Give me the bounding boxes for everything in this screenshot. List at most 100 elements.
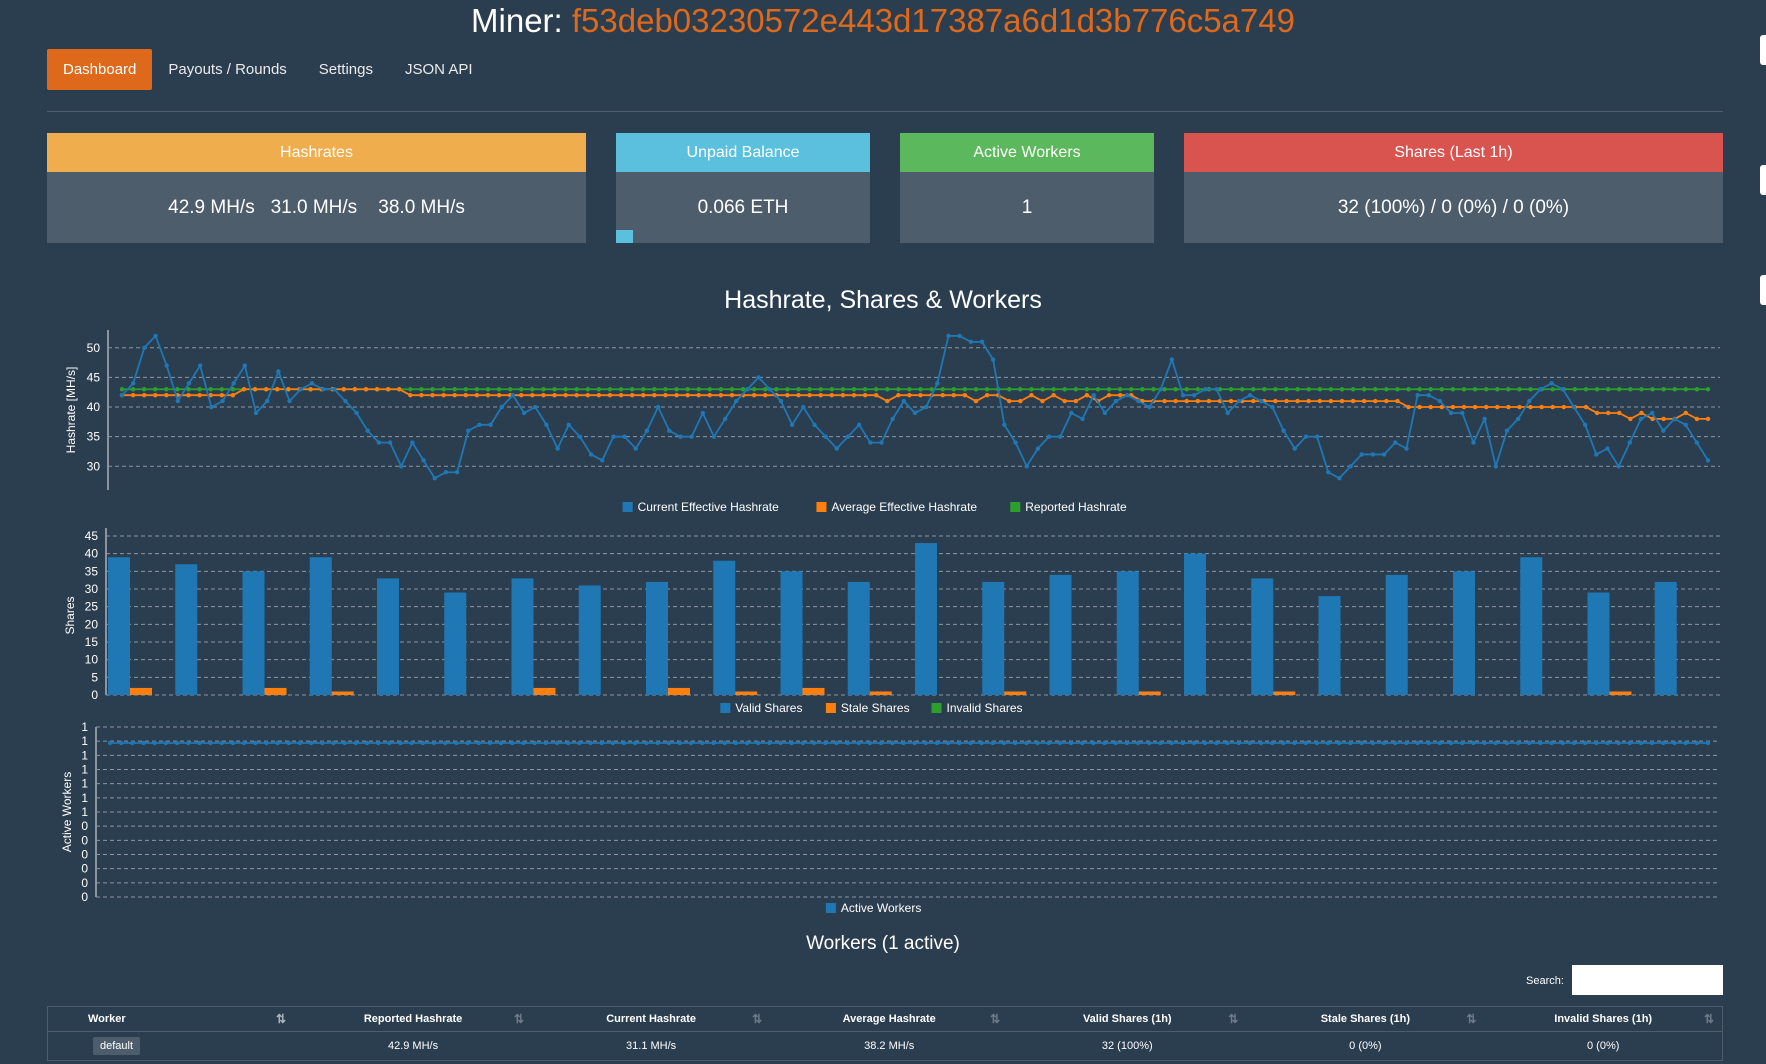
data-point: [141, 740, 146, 746]
data-point: [907, 387, 912, 392]
col-worker-label: Worker: [88, 1013, 126, 1025]
data-point: [1705, 416, 1711, 422]
data-point: [951, 392, 957, 398]
col-valid-shares[interactable]: Valid Shares (1h) ⇅: [1008, 1006, 1247, 1032]
active-workers-panel: Active Workers 1: [900, 133, 1154, 243]
data-point: [374, 387, 380, 392]
data-point: [1515, 740, 1521, 746]
data-point: [332, 387, 337, 392]
data-point: [1113, 398, 1119, 404]
col-label: Stale Shares (1h): [1320, 1013, 1410, 1025]
bar: [1049, 574, 1072, 695]
tab-json-api[interactable]: JSON API: [405, 61, 473, 78]
data-point: [1426, 740, 1431, 746]
data-point: [1091, 740, 1096, 746]
data-point: [1594, 740, 1599, 746]
data-point: [376, 440, 382, 445]
data-point: [929, 387, 934, 392]
data-point: [1594, 452, 1599, 457]
data-point: [621, 740, 627, 746]
data-point: [477, 422, 482, 428]
data-point: [530, 387, 535, 392]
data-point: [430, 387, 435, 392]
data-point: [219, 392, 225, 398]
data-point: [1348, 740, 1353, 746]
scroll-handle[interactable]: [1760, 165, 1766, 195]
data-point: [530, 392, 535, 398]
data-point: [1350, 387, 1356, 392]
scroll-handle[interactable]: [1760, 275, 1766, 305]
data-point: [1406, 387, 1411, 392]
data-point: [1073, 387, 1079, 392]
unpaid-balance-panel: Unpaid Balance 0.066 ETH: [616, 133, 870, 243]
data-point: [918, 392, 923, 398]
data-point: [521, 410, 527, 416]
worker-name-badge[interactable]: default: [93, 1037, 141, 1055]
data-point: [1415, 392, 1420, 398]
scroll-handle[interactable]: [1760, 35, 1766, 65]
legend-swatch: [825, 903, 836, 913]
col-current-hashrate[interactable]: Current Hashrate ⇅: [532, 1006, 771, 1032]
data-point: [152, 740, 157, 746]
data-point: [485, 392, 491, 398]
data-point: [1314, 434, 1320, 439]
data-point: [1627, 440, 1633, 445]
data-point: [1649, 410, 1655, 416]
data-point: [907, 392, 912, 398]
col-stale-shares[interactable]: Stale Shares (1h) ⇅: [1246, 1006, 1485, 1032]
legend-swatch: [720, 703, 731, 713]
data-point: [1384, 398, 1389, 404]
bar: [1385, 574, 1408, 695]
data-point: [1303, 740, 1308, 746]
bar: [1116, 571, 1139, 695]
data-point: [1661, 428, 1666, 433]
data-point: [1339, 387, 1345, 392]
data-point: [1661, 387, 1666, 392]
col-label: Current Hashrate: [606, 1013, 697, 1025]
col-reported-hashrate[interactable]: Reported Hashrate ⇅: [294, 1006, 533, 1032]
data-point: [1461, 404, 1467, 410]
tab-dashboard[interactable]: Dashboard: [47, 49, 153, 90]
data-point: [585, 392, 591, 398]
col-invalid-shares[interactable]: Invalid Shares (1h) ⇅: [1484, 1006, 1723, 1032]
data-point: [1251, 398, 1256, 404]
data-point: [408, 387, 413, 392]
data-point: [309, 381, 315, 386]
col-average-hashrate[interactable]: Average Hashrate ⇅: [770, 1006, 1009, 1032]
tab-settings[interactable]: Settings: [318, 61, 373, 78]
legend-label: Active Workers: [841, 901, 921, 915]
data-point: [1192, 392, 1197, 398]
data-point: [1483, 387, 1489, 392]
bar: [802, 687, 825, 695]
data-point: [364, 740, 370, 746]
tab-payouts-rounds[interactable]: Payouts / Rounds: [168, 61, 287, 78]
data-point: [1284, 398, 1289, 404]
data-point: [275, 740, 280, 746]
data-point: [1459, 740, 1465, 746]
data-point: [856, 422, 862, 428]
y-tick-label: 0: [81, 848, 88, 862]
data-point: [1328, 398, 1334, 404]
data-point: [1538, 387, 1543, 392]
data-point: [1214, 740, 1219, 746]
data-point: [1605, 740, 1610, 746]
data-point: [763, 387, 768, 392]
col-worker[interactable]: Worker ⇅: [47, 1006, 294, 1032]
data-point: [1040, 387, 1045, 392]
data-point: [1672, 416, 1677, 422]
data-point: [677, 740, 683, 746]
data-point: [1661, 740, 1666, 746]
data-point: [1262, 387, 1267, 392]
data-point: [629, 387, 635, 392]
legend-swatch: [622, 502, 633, 512]
data-point: [718, 387, 724, 392]
data-point: [896, 392, 901, 398]
data-point: [1359, 452, 1364, 457]
data-point: [498, 740, 504, 746]
bar: [242, 571, 265, 695]
data-point: [685, 392, 690, 398]
data-point: [667, 428, 672, 433]
data-point: [818, 387, 823, 392]
search-input[interactable]: [1572, 965, 1723, 995]
